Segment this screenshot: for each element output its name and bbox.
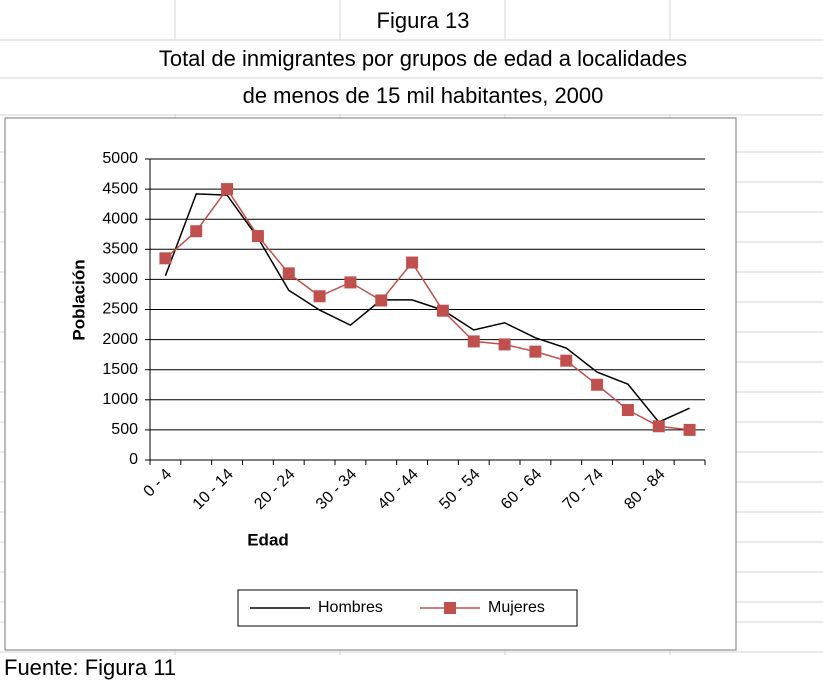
title-area: [0, 2, 823, 114]
y-tick-label: 3500: [102, 241, 138, 258]
cell-text: de menos de 15 mil habitantes, 2000: [243, 83, 604, 108]
marker: [683, 423, 696, 436]
marker: [406, 256, 419, 269]
marker: [282, 267, 295, 280]
y-tick-label: 500: [111, 421, 138, 438]
marker: [313, 290, 326, 303]
y-tick-label: 3000: [102, 271, 138, 288]
marker: [467, 335, 480, 348]
footer-text: Fuente: Figura 11: [4, 655, 176, 680]
y-tick-label: 4000: [102, 210, 138, 227]
marker: [560, 354, 573, 367]
marker: [190, 225, 203, 238]
y-tick-label: 4500: [102, 180, 138, 197]
footer-area: [0, 655, 823, 683]
marker: [159, 252, 172, 265]
marker: [652, 420, 665, 433]
marker: [375, 294, 388, 307]
y-tick-label: 0: [129, 451, 138, 468]
marker: [529, 345, 542, 358]
y-tick-label: 2000: [102, 331, 138, 348]
legend-label: Hombres: [318, 599, 383, 616]
y-tick-label: 5000: [102, 150, 138, 167]
marker: [344, 276, 357, 289]
marker: [621, 404, 634, 417]
chart-frame: [4, 117, 737, 651]
legend-label: Mujeres: [488, 599, 545, 616]
y-axis-title: Población: [69, 259, 88, 340]
y-tick-label: 1500: [102, 361, 138, 378]
marker: [498, 338, 511, 351]
x-axis-title: Edad: [247, 530, 289, 549]
marker: [251, 230, 264, 243]
cell-text: Figura 13: [377, 8, 470, 33]
y-tick-label: 2500: [102, 301, 138, 318]
marker: [436, 304, 449, 317]
marker: [591, 378, 604, 391]
y-tick-label: 1000: [102, 391, 138, 408]
marker: [221, 183, 234, 196]
cell-text: Total de inmigrantes por grupos de edad …: [159, 46, 687, 71]
legend-marker: [444, 602, 456, 614]
